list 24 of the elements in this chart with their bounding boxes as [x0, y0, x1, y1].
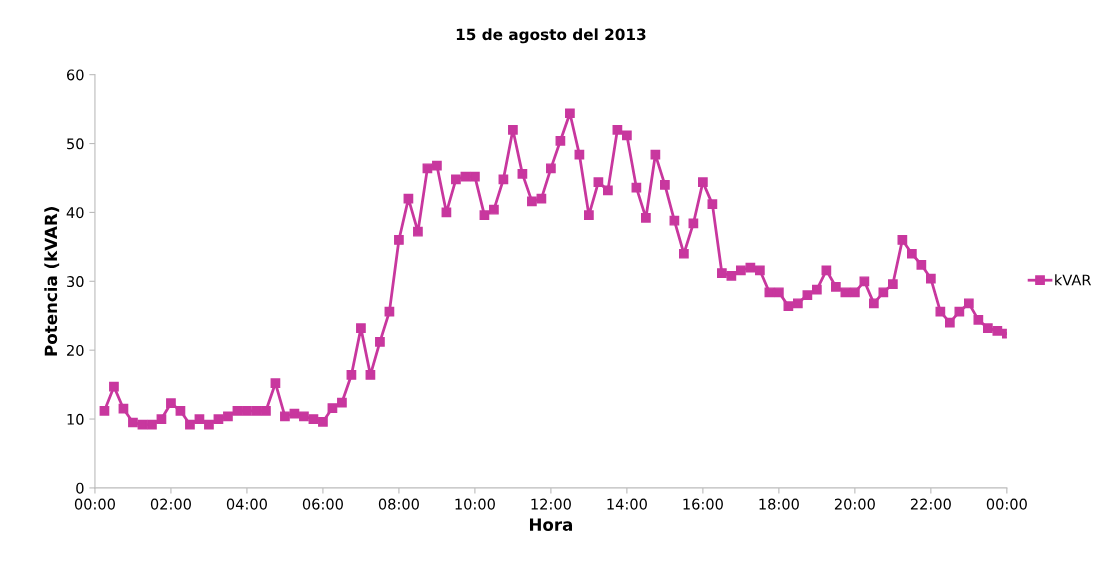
x-tick-label: 02:00 [150, 498, 191, 510]
y-tick-label: 10 [67, 413, 84, 425]
x-tick-label: 00:00 [74, 498, 115, 510]
x-tick-label: 14:00 [607, 498, 647, 510]
legend-label: kVAR [1055, 274, 1092, 286]
y-tick-label: 50 [67, 138, 84, 150]
x-tick-label: 08:00 [378, 498, 419, 510]
x-tick-label: 20:00 [834, 498, 875, 510]
x-tick-label: 16:00 [683, 498, 723, 510]
y-axis-title: Potencia (kVAR) [44, 207, 60, 356]
x-axis-title: Hora [529, 518, 573, 531]
x-tick-label: 22:00 [910, 498, 951, 510]
x-tick-label: 00:00 [986, 498, 1027, 510]
x-tick-label: 12:00 [531, 498, 571, 510]
y-tick-label: 20 [67, 344, 84, 356]
y-tick-label: 30 [67, 276, 84, 288]
x-tick-label: 10:00 [455, 498, 495, 510]
y-tick-label: 0 [76, 482, 84, 494]
y-tick-label: 40 [66, 207, 84, 219]
x-tick-label: 06:00 [302, 498, 343, 510]
x-tick-label: 18:00 [759, 498, 799, 510]
chart-title: 15 de agosto del 2013 [456, 28, 646, 44]
x-tick-label: 04:00 [226, 498, 267, 510]
y-tick-label: 60 [66, 69, 84, 81]
